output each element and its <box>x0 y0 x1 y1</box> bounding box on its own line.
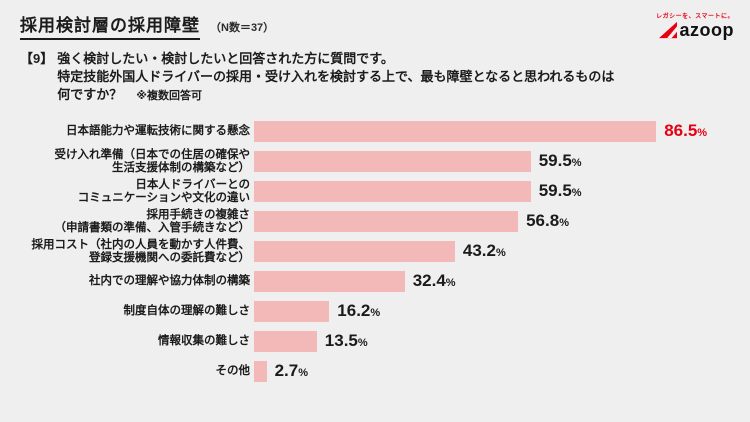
value-label: 43.2% <box>463 240 506 264</box>
category-label: 情報収集の難しさ <box>158 335 250 347</box>
value-number: 59.5 <box>538 150 572 170</box>
bar <box>254 241 455 262</box>
bar-row: 受け入れ準備（日本での住居の確保や 生活支援体制の構築など） 59.5% <box>18 148 750 174</box>
question-line-2: 特定技能外国人ドライバーの採用・受け入れを検討する上で、最も障壁となると思われる… <box>57 69 615 84</box>
category-label: 受け入れ準備（日本での住居の確保や 生活支援体制の構築など） <box>54 148 251 174</box>
bar-area: 43.2% <box>254 240 506 264</box>
value-unit: % <box>697 126 708 139</box>
value-unit: % <box>571 156 582 169</box>
value-number: 56.8 <box>526 210 560 230</box>
category-label: 日本人ドライバーとの コミュニケーションや文化の違い <box>77 178 250 204</box>
sample-size: （N数＝37） <box>210 22 275 34</box>
header: 採用検討層の採用障壁 （N数＝37） レガシーを、スマートに。 azoop <box>0 0 750 40</box>
bar <box>254 211 519 232</box>
bar-area: 59.5% <box>254 150 582 174</box>
category-label: 制度自体の理解の難しさ <box>123 305 251 317</box>
value-number: 59.5 <box>538 180 572 200</box>
bar-row: 情報収集の難しさ 13.5% <box>18 331 750 352</box>
bar <box>254 271 405 292</box>
value-unit: % <box>357 336 368 349</box>
value-label: 13.5% <box>325 330 368 354</box>
value-unit: % <box>559 216 569 229</box>
value-label: 16.2% <box>337 300 380 324</box>
question-line-3: 何ですか？ ※複数回答可 <box>57 86 614 105</box>
bar-area: 56.8% <box>254 210 569 234</box>
value-label: 86.5% <box>664 120 707 144</box>
title-wrap: 採用検討層の採用障壁 （N数＝37） <box>20 11 274 40</box>
value-unit: % <box>495 246 506 259</box>
logo-mark-icon <box>658 21 677 39</box>
bar-row: 採用コスト（社内の人員を動かす人件費、 登録支援機関への委託費など） 43.2% <box>18 238 750 264</box>
bar-row: 社内での理解や協力体制の構築 32.4% <box>18 271 750 292</box>
page-title: 採用検討層の採用障壁 <box>20 11 200 40</box>
bar <box>254 181 531 202</box>
value-unit: % <box>571 186 582 199</box>
value-label: 59.5% <box>539 150 582 174</box>
bar-row: 採用手続きの複雑さ （申請書類の準備、入管手続きなど） 56.8% <box>18 208 750 234</box>
bar-area: 16.2% <box>254 300 380 324</box>
value-label: 32.4% <box>413 270 456 294</box>
bar-area: 86.5% <box>254 120 707 144</box>
value-label: 59.5% <box>539 180 582 204</box>
logo-brand-text: azoop <box>679 20 734 40</box>
bar-row: 制度自体の理解の難しさ 16.2% <box>18 301 750 322</box>
bar-row: 日本人ドライバーとの コミュニケーションや文化の違い 59.5% <box>18 178 750 204</box>
bar <box>254 331 317 352</box>
value-unit: % <box>445 276 456 289</box>
question-block: 【9】 強く検討したい・検討したいと回答された方に質問です。 特定技能外国人ドラ… <box>0 40 750 105</box>
bar-area: 32.4% <box>254 270 456 294</box>
value-number: 32.4 <box>412 270 446 290</box>
bar <box>254 121 657 142</box>
question-number: 【9】 <box>20 51 54 66</box>
bar-row: その他 2.7% <box>18 361 750 382</box>
value-unit: % <box>370 306 381 319</box>
bar <box>254 361 267 382</box>
value-number: 16.2 <box>337 300 371 320</box>
category-label: 採用コスト（社内の人員を動かす人件費、 登録支援機関への委託費など） <box>31 238 251 264</box>
logo-tagline: レガシーを、スマートに。 <box>656 14 734 20</box>
value-number: 43.2 <box>462 240 496 260</box>
multiple-answer-note: ※複数回答可 <box>136 90 202 102</box>
question-text: 強く検討したい・検討したいと回答された方に質問です。 特定技能外国人ドライバーの… <box>57 50 614 105</box>
value-number: 13.5 <box>324 330 358 350</box>
category-label: その他 <box>215 365 251 377</box>
bar-area: 13.5% <box>254 330 368 354</box>
bar-chart: 日本語能力や運転技術に関する懸念 86.5% 受け入れ準備（日本での住居の確保や… <box>18 121 750 382</box>
question-line-3-text: 何ですか？ <box>57 87 123 102</box>
value-unit: % <box>298 366 309 379</box>
bar-row: 日本語能力や運転技術に関する懸念 86.5% <box>18 121 750 142</box>
bar <box>254 301 330 322</box>
value-number: 86.5 <box>664 120 698 140</box>
bar <box>254 151 531 172</box>
bar-area: 2.7% <box>254 360 308 384</box>
bar-area: 59.5% <box>254 180 582 204</box>
category-label: 社内での理解や協力体制の構築 <box>89 275 250 287</box>
category-label: 採用手続きの複雑さ （申請書類の準備、入管手続きなど） <box>54 208 251 234</box>
value-label: 56.8% <box>526 210 569 234</box>
logo-brand-row: azoop <box>658 21 735 39</box>
value-label: 2.7% <box>275 360 308 384</box>
value-number: 2.7 <box>274 360 299 380</box>
question-line-1: 強く検討したい・検討したいと回答された方に質問です。 <box>57 51 394 66</box>
category-label: 日本語能力や運転技術に関する懸念 <box>66 125 250 137</box>
azoop-logo: レガシーを、スマートに。 azoop <box>656 11 734 39</box>
